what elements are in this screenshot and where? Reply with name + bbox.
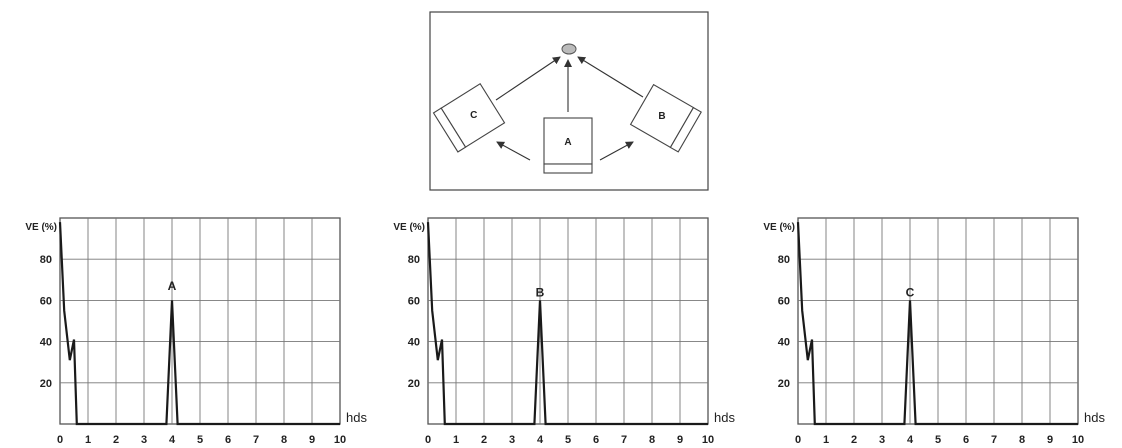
chart-b: 0 1 2 3 4 5 6 7 8 9 10 20 40 60 80 VE (%) hds B <box>393 217 735 446</box>
y-tick-label: 20 <box>778 378 790 390</box>
y-axis-label: VE (%) <box>393 222 425 233</box>
y-tick-label: 60 <box>40 295 52 307</box>
peak-label: A <box>168 279 177 293</box>
y-tick-label: 40 <box>778 337 790 349</box>
y-tick-label: 20 <box>40 378 52 390</box>
x-axis-label: hds <box>346 410 367 425</box>
x-tick-label: 1 <box>823 434 829 446</box>
x-tick-label: 0 <box>795 434 801 446</box>
x-tick-label: 6 <box>963 434 969 446</box>
box-b-label: B <box>658 111 665 122</box>
x-tick-label: 2 <box>851 434 857 446</box>
setup-diagram: A C B <box>429 11 709 191</box>
x-tick-label: 10 <box>702 434 714 446</box>
x-tick-label: 6 <box>593 434 599 446</box>
y-tick-label: 80 <box>40 254 52 266</box>
x-tick-label: 5 <box>565 434 571 446</box>
x-tick-label: 10 <box>1072 434 1084 446</box>
y-tick-label: 80 <box>778 254 790 266</box>
peak-label: C <box>906 285 915 299</box>
x-tick-label: 7 <box>991 434 997 446</box>
x-tick-label: 2 <box>113 434 119 446</box>
x-tick-label: 1 <box>85 434 91 446</box>
y-axis-label: VE (%) <box>25 222 57 233</box>
x-tick-label: 8 <box>1019 434 1025 446</box>
x-tick-label: 2 <box>481 434 487 446</box>
y-tick-label: 40 <box>40 337 52 349</box>
x-tick-label: 0 <box>425 434 431 446</box>
x-tick-label: 3 <box>879 434 885 446</box>
arrow-b-to-target <box>577 56 644 98</box>
x-tick-label: 9 <box>309 434 315 446</box>
y-axis-label: VE (%) <box>763 222 795 233</box>
arrow-a-to-b <box>599 141 634 161</box>
x-tick-label: 10 <box>334 434 346 446</box>
chart-c: 0 1 2 3 4 5 6 7 8 9 10 20 40 60 80 VE (%) hds C <box>763 217 1105 446</box>
x-tick-label: 6 <box>225 434 231 446</box>
series-line <box>58 222 340 426</box>
x-tick-label: 5 <box>197 434 203 446</box>
x-tick-label: 7 <box>253 434 259 446</box>
y-tick-label: 60 <box>408 295 420 307</box>
x-tick-label: 4 <box>537 434 544 446</box>
x-axis-label: hds <box>714 410 735 425</box>
x-tick-label: 8 <box>281 434 287 446</box>
x-tick-label: 1 <box>453 434 459 446</box>
peak-label: B <box>536 285 545 299</box>
x-tick-label: 4 <box>169 434 176 446</box>
x-tick-label: 0 <box>57 434 63 446</box>
box-c-label: C <box>470 110 477 121</box>
x-tick-label: 8 <box>649 434 655 446</box>
y-tick-label: 80 <box>408 254 420 266</box>
box-b: B <box>629 83 702 153</box>
box-a: A <box>543 117 593 174</box>
x-tick-label: 4 <box>907 434 914 446</box>
x-tick-label: 7 <box>621 434 627 446</box>
chart-a: 0 1 2 3 4 5 6 7 8 9 10 20 40 60 80 VE (%) hds A <box>25 217 367 446</box>
x-tick-label: 5 <box>935 434 941 446</box>
y-tick-label: 40 <box>408 337 420 349</box>
y-tick-label: 60 <box>778 295 790 307</box>
x-tick-label: 3 <box>509 434 515 446</box>
box-a-label: A <box>564 137 571 148</box>
x-axis-label: hds <box>1084 410 1105 425</box>
x-tick-label: 9 <box>1047 434 1053 446</box>
arrow-c-to-target <box>495 56 561 101</box>
y-tick-label: 20 <box>408 378 420 390</box>
series-line <box>426 222 708 426</box>
x-tick-label: 9 <box>677 434 683 446</box>
series-line <box>796 222 1078 426</box>
box-c: C <box>432 83 506 153</box>
target-dot <box>561 43 577 55</box>
x-tick-label: 3 <box>141 434 147 446</box>
arrow-a-to-c <box>496 141 531 161</box>
